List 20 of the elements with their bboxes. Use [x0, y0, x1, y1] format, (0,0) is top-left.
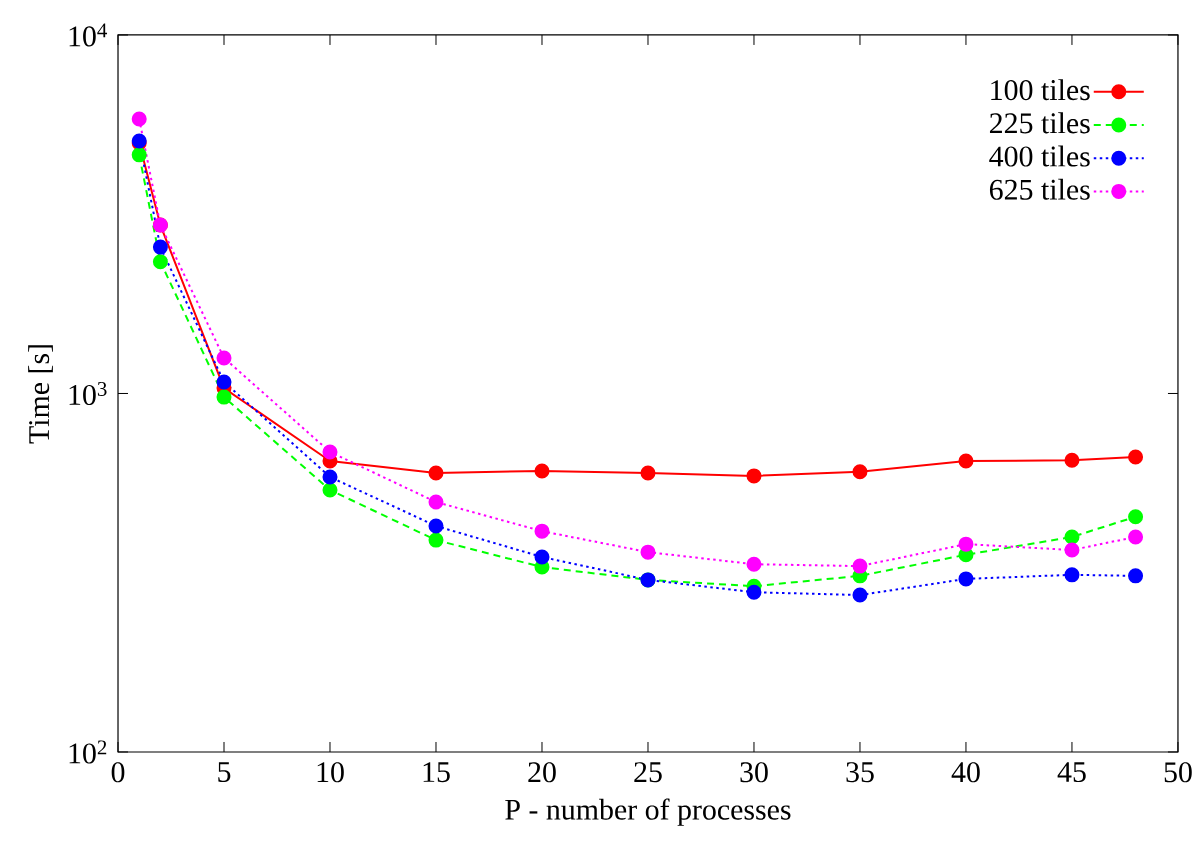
- y-tick-label: 10$^{2}$: [69, 740, 107, 764]
- y-tick-label: 10$^{4}$: [69, 23, 108, 47]
- y-axis-title: Time [s]: [28, 345, 53, 444]
- x-tick-label: 40: [951, 762, 980, 783]
- legend-label: 225 tiles: [989, 112, 1090, 134]
- x-tick-label: 20: [528, 762, 556, 783]
- x-axis-title: P - number of processes: [505, 798, 791, 826]
- legend-label: 625 tiles: [989, 178, 1090, 200]
- x-tick-label: 45: [1057, 762, 1086, 783]
- x-tick-label: 15: [423, 762, 450, 783]
- x-tick-label: 25: [634, 762, 662, 783]
- x-tick-label: 0: [111, 762, 125, 783]
- legend-label: 400 tiles: [989, 145, 1090, 167]
- x-tick-label: 35: [846, 762, 874, 783]
- legend-label: 100 tiles: [991, 79, 1090, 101]
- y-tick-label: 10$^{3}$: [69, 381, 107, 406]
- x-tick-label: 30: [740, 762, 768, 783]
- x-tick-label: 50: [1164, 762, 1192, 783]
- x-tick-label: 5: [218, 762, 231, 782]
- x-tick-label: 10: [317, 762, 344, 783]
